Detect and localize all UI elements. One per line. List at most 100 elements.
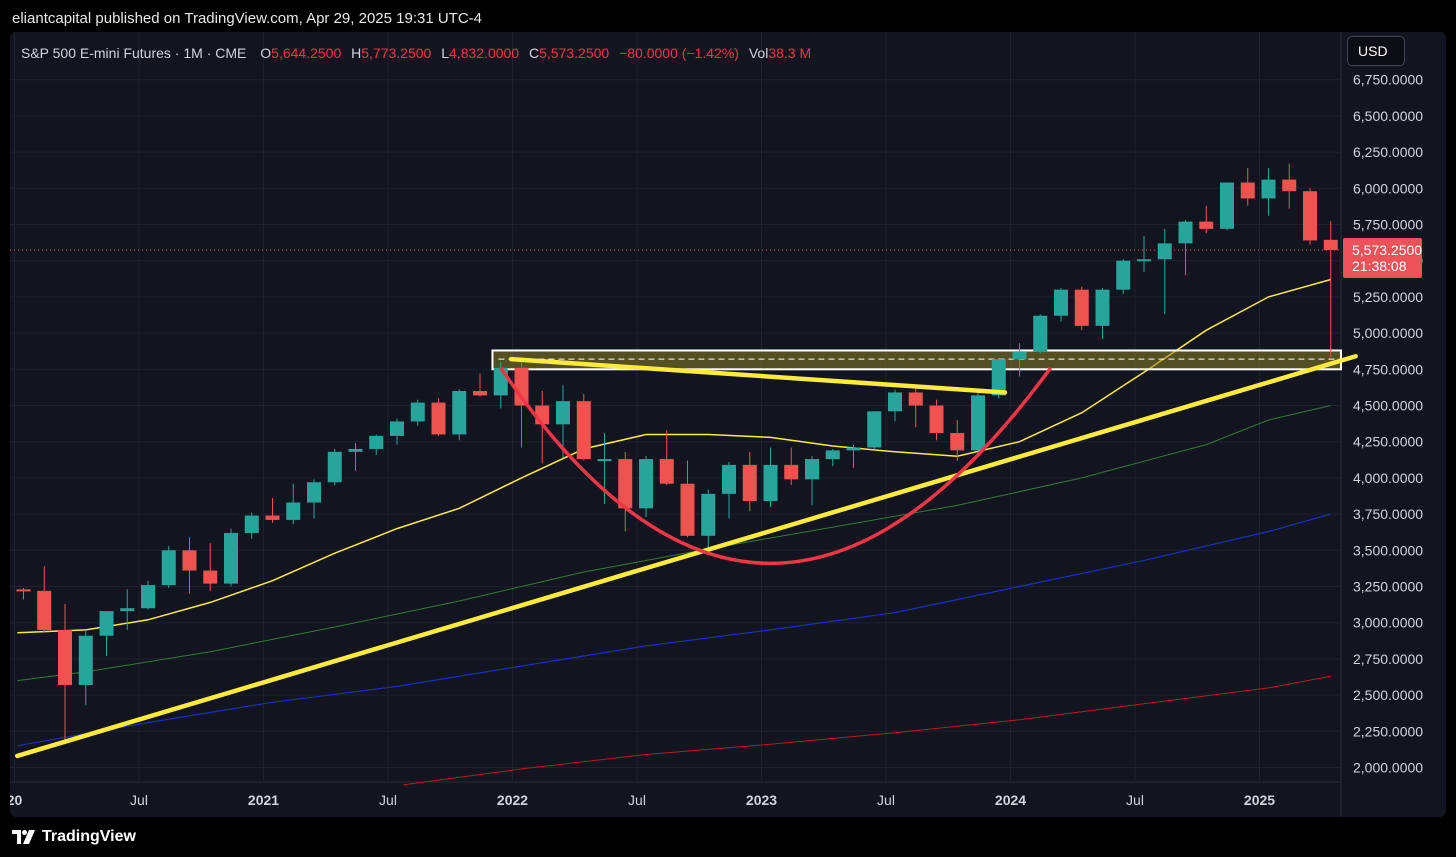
candle xyxy=(514,360,529,448)
time-tick-label: Jul xyxy=(130,792,148,808)
tradingview-logo-icon xyxy=(12,830,35,844)
price-tick-label: 3,250.0000 xyxy=(1353,579,1423,595)
price-tick-label: 4,250.0000 xyxy=(1353,434,1423,450)
candle xyxy=(369,434,384,455)
candle-body xyxy=(37,590,52,630)
candle-body xyxy=(680,483,695,536)
candle xyxy=(1282,163,1297,209)
chart-panel[interactable]: 2,000.0000 2,250.0000 2,500.0000 2,750.0000… xyxy=(10,32,1446,817)
candle-body xyxy=(473,391,487,396)
candle-body xyxy=(991,359,1006,396)
candle-body xyxy=(1220,182,1234,229)
candle-body xyxy=(1012,351,1027,360)
candle xyxy=(37,566,52,633)
time-tick-label: 2022 xyxy=(497,792,528,808)
candle xyxy=(78,629,93,706)
candle xyxy=(1116,259,1131,295)
candle-body xyxy=(763,464,778,502)
candle-body xyxy=(950,433,965,451)
candle xyxy=(1178,220,1193,276)
candle xyxy=(908,385,923,428)
candle-body xyxy=(161,550,176,586)
candle-body xyxy=(1054,289,1068,316)
candle-body xyxy=(556,401,570,425)
currency-button[interactable]: USD xyxy=(1347,36,1405,66)
price-tick-label: 2,500.0000 xyxy=(1353,687,1423,703)
price-tick-label: 4,500.0000 xyxy=(1353,398,1423,414)
candle-body xyxy=(639,459,653,509)
candle-body xyxy=(1199,221,1214,229)
price-tick-label: 5,000.0000 xyxy=(1353,325,1423,341)
candle-body xyxy=(1282,179,1297,192)
candle-body xyxy=(1033,315,1048,352)
candle-body xyxy=(1240,182,1255,199)
candle xyxy=(1240,168,1255,206)
candle xyxy=(680,460,695,538)
candle-body xyxy=(452,391,467,435)
candle-body xyxy=(514,367,529,406)
candle xyxy=(203,543,218,591)
candle xyxy=(763,447,778,507)
candle xyxy=(1261,168,1276,216)
candle-body xyxy=(286,502,301,520)
candle-body xyxy=(618,459,633,509)
close-label: C xyxy=(528,45,540,61)
candle-body xyxy=(722,464,736,494)
candle xyxy=(1095,288,1110,339)
time-tick-label: 2023 xyxy=(746,792,777,808)
candle xyxy=(244,512,259,539)
candle xyxy=(867,411,882,449)
candle-body xyxy=(701,493,716,536)
candle xyxy=(701,489,716,549)
tradingview-logo[interactable]: TradingView xyxy=(12,827,136,847)
price-tick-label: 3,750.0000 xyxy=(1353,506,1423,522)
candle xyxy=(286,483,301,525)
publisher-caption: eliantcapital published on TradingView.c… xyxy=(12,10,483,27)
price-tick-label: 4,000.0000 xyxy=(1353,470,1423,486)
candle-body xyxy=(1095,289,1110,326)
time-tick-label: 2025 xyxy=(1244,792,1275,808)
ohlc-legend: S&P 500 E-mini Futures · 1M · CME O5,644… xyxy=(21,45,811,61)
candle-body xyxy=(58,629,72,685)
price-tick-label: 5,750.0000 xyxy=(1353,217,1423,233)
candle xyxy=(1220,182,1234,231)
candle xyxy=(535,391,550,464)
candle-body xyxy=(120,608,135,612)
volume-value: 38.3 M xyxy=(768,45,812,61)
candle-body xyxy=(224,532,238,584)
candle xyxy=(742,451,757,512)
candle-body xyxy=(141,585,155,609)
candle-body xyxy=(203,570,218,584)
footer: TradingView xyxy=(0,817,1456,857)
price-tick-label: 5,250.0000 xyxy=(1353,289,1423,305)
candle xyxy=(846,444,861,468)
low-label: L xyxy=(441,45,450,61)
candle xyxy=(452,389,467,441)
candle-body xyxy=(1116,260,1131,290)
tradingview-brand: TradingView xyxy=(42,828,136,845)
overlay-drawings xyxy=(15,354,1358,759)
price-tick-label: 6,250.0000 xyxy=(1353,144,1423,160)
time-tick-label: Jul xyxy=(628,792,646,808)
time-tick-label: Jul xyxy=(1126,792,1144,808)
candle-body xyxy=(1157,243,1172,260)
candle xyxy=(99,611,114,657)
candle xyxy=(618,451,633,532)
candle-body xyxy=(846,447,861,451)
high-label: H xyxy=(351,45,362,61)
candle-body xyxy=(825,450,840,460)
candle-body xyxy=(265,515,280,520)
candle-body xyxy=(1261,179,1276,199)
candle xyxy=(1074,286,1089,331)
candle-body xyxy=(390,421,404,436)
candle xyxy=(805,456,819,506)
candle-body xyxy=(16,589,31,592)
moving-average-line-2 xyxy=(17,405,1331,682)
candle-body xyxy=(805,459,819,480)
time-axis: 20 Jul 2021 Jul 2022 Jul 2023 Jul 2024 Jul 2025 xyxy=(10,792,1275,808)
candle-body xyxy=(410,402,425,422)
candle xyxy=(929,399,944,441)
chart-svg[interactable]: 2,000.0000 2,250.0000 2,500.0000 2,750.0000… xyxy=(10,32,1446,817)
price-axis: 2,000.0000 2,250.0000 2,500.0000 2,750.0000… xyxy=(1353,72,1423,776)
candle xyxy=(182,537,197,594)
